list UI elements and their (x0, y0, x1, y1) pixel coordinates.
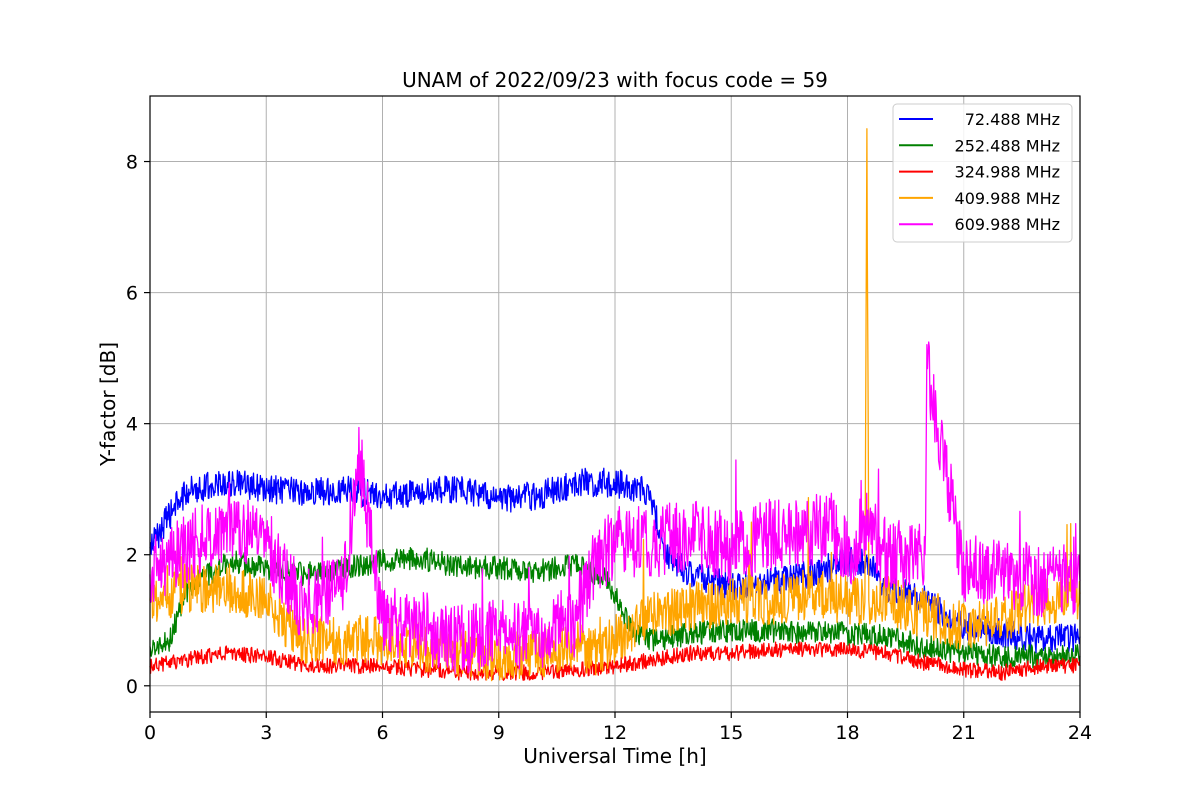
x-tick-label: 18 (835, 722, 859, 744)
x-tick-label: 12 (603, 722, 627, 744)
x-tick-label: 24 (1068, 722, 1092, 744)
series-line-5 (149, 341, 1081, 674)
y-tick-label: 0 (126, 676, 138, 698)
legend-box (892, 103, 1073, 243)
x-tick-label: 6 (376, 722, 388, 744)
series-line-4 (149, 128, 1081, 682)
y-axis-label: Y-factor [dB] (96, 342, 120, 467)
series-line-3 (149, 641, 1081, 682)
x-axis-label: Universal Time [h] (523, 744, 706, 768)
legend-label: 72.488 MHz (965, 110, 1060, 129)
y-tick-label: 8 (126, 152, 138, 174)
y-tick-label: 4 (126, 414, 138, 436)
x-tick-label: 15 (719, 722, 743, 744)
legend-label: 409.988 MHz (955, 189, 1060, 208)
legend: 72.488 MHz 252.488 MHz 324.988 MHz 409.988 … (892, 103, 1073, 243)
x-tick-label: 21 (952, 722, 976, 744)
plot-area (149, 128, 1081, 682)
x-tick-label: 9 (493, 722, 505, 744)
chart-title: UNAM of 2022/09/23 with focus code = 59 (402, 68, 828, 92)
legend-label: 609.988 MHz (955, 215, 1060, 234)
x-tick-label: 3 (260, 722, 272, 744)
legend-label: 324.988 MHz (955, 163, 1060, 182)
y-tick-label: 2 (126, 545, 138, 567)
x-tick-label: 0 (144, 722, 156, 744)
series-line-2 (149, 547, 1081, 669)
y-tick-label: 6 (126, 283, 138, 305)
legend-label: 252.488 MHz (955, 136, 1060, 155)
